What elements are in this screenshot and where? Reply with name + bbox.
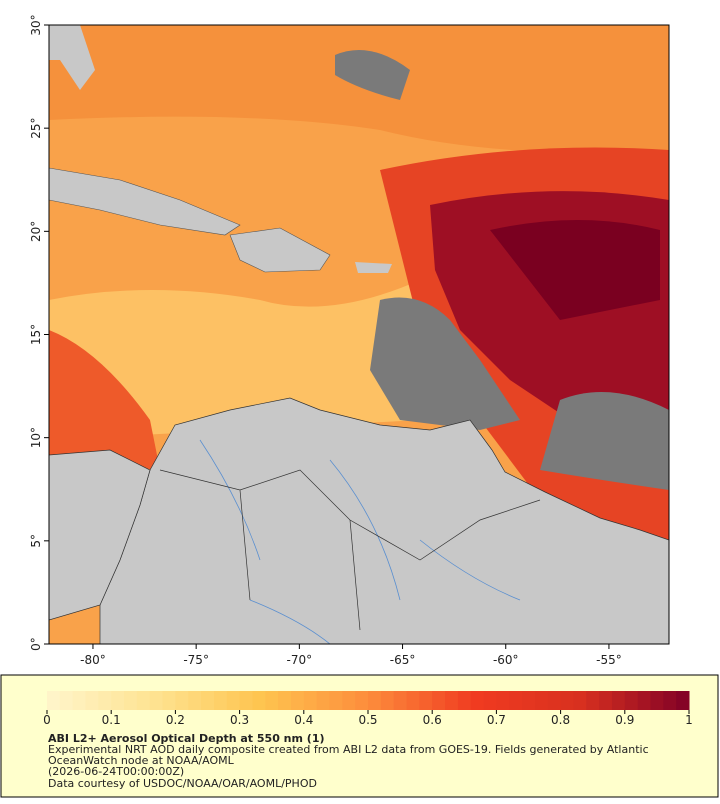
colorbar-segment <box>72 691 87 710</box>
colorbar-tick-label: 0.1 <box>102 713 121 727</box>
colorbar-segment <box>124 691 138 710</box>
colorbar-segment <box>419 691 433 710</box>
colorbar-segment <box>393 691 408 710</box>
colorbar-segment <box>676 691 690 710</box>
colorbar-segment <box>445 691 459 710</box>
colorbar-segment <box>85 691 99 710</box>
colorbar-segment <box>624 691 639 710</box>
colorbar-segment <box>368 691 382 710</box>
colorbar-segment <box>252 691 266 710</box>
caption-title: ABI L2+ Aerosol Optical Depth at 550 nm … <box>48 732 325 745</box>
colorbar-segment <box>265 691 279 710</box>
land <box>49 449 151 621</box>
x-tick-label: -60° <box>493 653 519 667</box>
y-tick-label: 10° <box>29 427 43 448</box>
colorbar-segment <box>470 691 485 710</box>
land <box>49 167 241 236</box>
colorbar-segment <box>98 691 112 710</box>
land <box>355 262 392 273</box>
colorbar-segment <box>650 691 664 710</box>
land <box>229 227 331 273</box>
colorbar-tick-label: 0.6 <box>423 713 442 727</box>
y-tick-label: 0° <box>29 637 43 651</box>
colorbar-tick-label: 0.7 <box>487 713 506 727</box>
colorbar-segment <box>175 691 189 710</box>
colorbar-tick-label: 0.5 <box>358 713 377 727</box>
colorbar-segment <box>239 691 253 710</box>
y-tick-label: 20° <box>29 221 43 242</box>
colorbar-segment <box>663 691 677 710</box>
cloud-mask <box>370 297 520 430</box>
colorbar-segment <box>406 691 420 710</box>
land <box>99 397 669 644</box>
colorbar-tick-label: 0.4 <box>294 713 313 727</box>
colorbar-segment <box>278 691 292 710</box>
caption-line: Data courtesy of USDOC/NOAA/OAR/AOML/PHO… <box>48 777 317 790</box>
colorbar-segment <box>59 691 74 710</box>
colorbar-segment <box>213 691 228 710</box>
border <box>159 469 541 631</box>
colorbar-segment <box>560 691 574 710</box>
x-tick-label: -75° <box>183 653 209 667</box>
colorbar-segment <box>226 691 241 710</box>
x-tick-label: -55° <box>596 653 622 667</box>
colorbar-segment <box>509 691 523 710</box>
colorbar-segment <box>457 691 472 710</box>
colorbar-segment <box>483 691 497 710</box>
y-tick-label: 25° <box>29 118 43 139</box>
colorbar-segment <box>586 691 600 710</box>
colorbar-tick-label: 0.8 <box>551 713 570 727</box>
colorbar-tick-label: 0 <box>43 713 51 727</box>
colorbar-tick-label: 0.9 <box>615 713 634 727</box>
colorbar-segment <box>47 691 61 710</box>
colorbar-segment <box>573 691 587 710</box>
caption-line: (2026-06-24T00:00:00Z) <box>48 765 184 778</box>
x-tick-label: -80° <box>80 653 106 667</box>
colorbar-segment <box>637 691 651 710</box>
colorbar-segment <box>547 691 562 710</box>
colorbar-segment <box>303 691 318 710</box>
x-tick-label: -70° <box>287 653 313 667</box>
colorbar-tick-label: 0.2 <box>166 713 185 727</box>
colorbar-segment <box>534 691 549 710</box>
caption-line: OceanWatch node at NOAA/AOML <box>48 754 235 767</box>
cloud-mask <box>335 50 410 100</box>
aod-field <box>490 220 660 320</box>
colorbar-tick-label: 1 <box>685 713 693 727</box>
aod-field <box>49 330 160 470</box>
y-tick-label: 30° <box>29 14 43 35</box>
x-tick-label: -65° <box>390 653 416 667</box>
colorbar-segment <box>149 691 164 710</box>
caption-line: Experimental NRT AOD daily composite cre… <box>48 743 649 756</box>
colorbar-segment <box>111 691 125 710</box>
y-tick-label: 15° <box>29 324 43 345</box>
river <box>199 439 521 644</box>
aod-field <box>49 25 669 153</box>
colorbar-segment <box>290 691 305 710</box>
colorbar-segment <box>162 691 176 710</box>
colorbar-segment <box>355 691 369 710</box>
colorbar-segment <box>599 691 613 710</box>
colorbar-segment <box>611 691 626 710</box>
aod-field <box>49 280 420 440</box>
colorbar-segment <box>522 691 536 710</box>
map-field <box>49 25 669 644</box>
colorbar-segment <box>188 691 202 710</box>
colorbar-segment <box>329 691 343 710</box>
colorbar-segment <box>496 691 510 710</box>
colorbar-segment <box>136 691 151 710</box>
colorbar-segment <box>380 691 395 710</box>
y-tick-label: 5° <box>29 534 43 548</box>
colorbar-segment <box>432 691 446 710</box>
colorbar-segment <box>201 691 215 710</box>
colorbar-tick-label: 0.3 <box>230 713 249 727</box>
colorbar-segment <box>342 691 356 710</box>
land <box>49 25 95 90</box>
colorbar-segment <box>316 691 330 710</box>
cloud-mask <box>540 392 669 490</box>
